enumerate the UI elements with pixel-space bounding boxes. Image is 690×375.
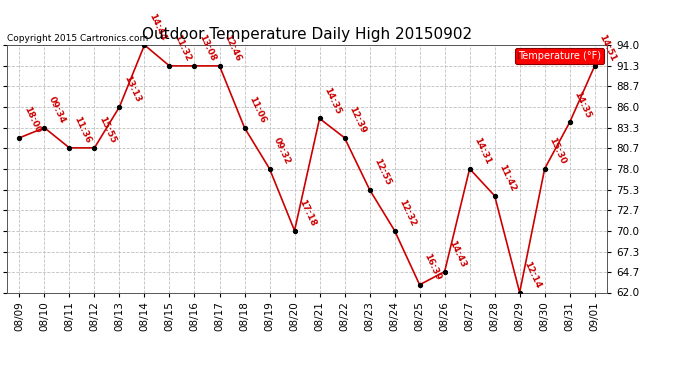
Text: 17:18: 17:18 (297, 198, 317, 228)
Point (439, 268, 450, 274)
Text: 14:31: 14:31 (473, 136, 493, 166)
Text: 12:32: 12:32 (397, 198, 417, 228)
Point (489, 193, 500, 199)
Text: 11:42: 11:42 (497, 163, 518, 193)
Point (239, 125, 250, 131)
Point (39, 125, 50, 131)
Text: 12:14: 12:14 (522, 260, 543, 290)
Point (214, 63, 225, 69)
Text: 11:32: 11:32 (172, 33, 193, 63)
Point (289, 228, 300, 234)
Point (89, 145, 100, 151)
Point (414, 282, 425, 288)
Point (164, 63, 175, 69)
Text: 16:39: 16:39 (422, 252, 443, 282)
Point (264, 166, 275, 172)
Point (464, 166, 475, 172)
Text: 15:55: 15:55 (97, 116, 117, 145)
Point (539, 166, 550, 172)
Point (589, 63, 600, 69)
Text: 14:44: 14:44 (147, 12, 168, 42)
Point (139, 42, 150, 48)
Text: 12:39: 12:39 (347, 105, 368, 135)
Title: Outdoor Temperature Daily High 20150902: Outdoor Temperature Daily High 20150902 (142, 27, 472, 42)
Point (114, 104, 125, 110)
Point (189, 63, 200, 69)
Text: 11:36: 11:36 (72, 116, 92, 145)
Point (514, 290, 525, 296)
Point (314, 116, 325, 122)
Text: 09:32: 09:32 (273, 136, 293, 166)
Point (364, 187, 375, 193)
Text: 18:00: 18:00 (22, 105, 42, 135)
Point (64, 145, 75, 151)
Text: 13:13: 13:13 (122, 74, 143, 104)
Text: 12:46: 12:46 (222, 33, 243, 63)
Text: 15:30: 15:30 (547, 136, 568, 166)
Point (564, 119, 575, 125)
Text: Copyright 2015 Cartronics.com: Copyright 2015 Cartronics.com (7, 33, 148, 42)
Text: 14:43: 14:43 (447, 239, 468, 269)
Text: 09:34: 09:34 (47, 95, 68, 125)
Text: 14:51: 14:51 (598, 33, 618, 63)
Text: 14:35: 14:35 (573, 90, 593, 120)
Text: 14:35: 14:35 (322, 86, 343, 116)
Legend: Temperature (°F): Temperature (°F) (515, 48, 604, 64)
Point (339, 135, 350, 141)
Text: 12:55: 12:55 (373, 157, 393, 187)
Point (14, 135, 25, 141)
Point (389, 228, 400, 234)
Text: 13:08: 13:08 (197, 33, 217, 63)
Text: 11:06: 11:06 (247, 95, 268, 125)
